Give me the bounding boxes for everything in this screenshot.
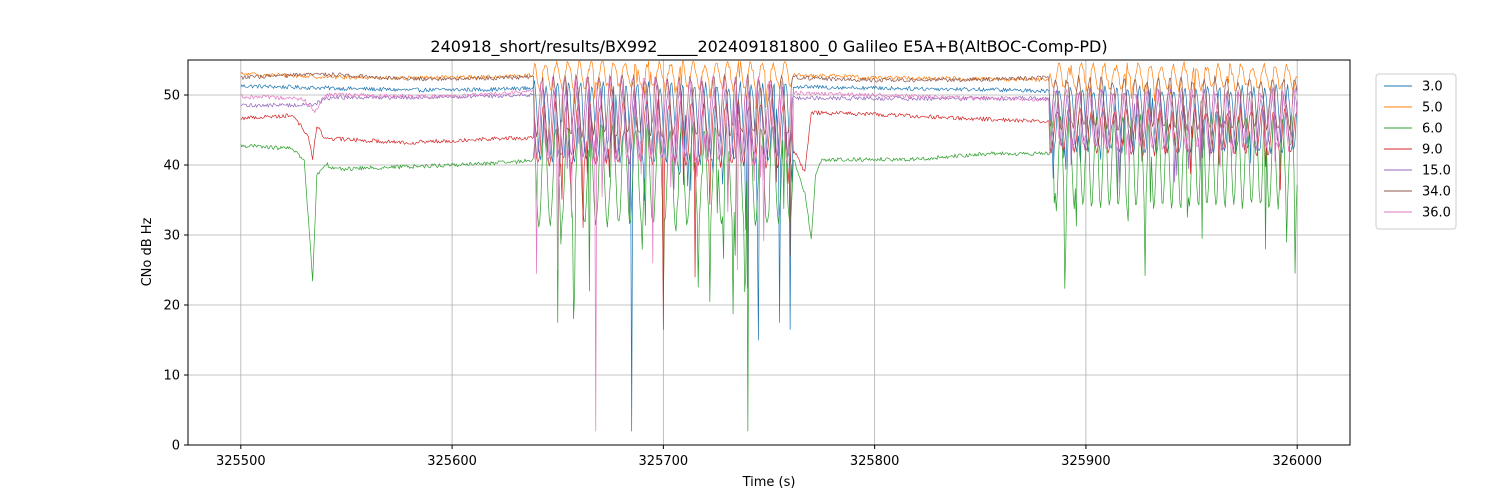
legend-label: 36.0 <box>1422 206 1451 221</box>
chart-title: 240918_short/results/BX992_____202409181… <box>430 37 1107 57</box>
ticks-layer: 325500 325600 325700 325800 325900 326000 0 10 2… <box>163 89 1322 470</box>
y-tick-label: 10 <box>163 369 180 384</box>
x-tick-label: 325800 <box>850 454 900 469</box>
x-tick-label: 325700 <box>639 454 689 469</box>
x-tick-label: 325500 <box>216 454 266 469</box>
x-tick-label: 325600 <box>427 454 477 469</box>
y-axis-label: CNo dB Hz <box>140 217 155 286</box>
y-tick-label: 20 <box>163 299 180 314</box>
series-line-9-0 <box>240 98 1298 330</box>
x-axis-label: Time (s) <box>742 475 796 490</box>
legend-label: 15.0 <box>1422 164 1451 179</box>
legend-label: 9.0 <box>1422 143 1443 158</box>
plot-background <box>188 60 1350 445</box>
legend-box <box>1375 73 1457 230</box>
series-layer <box>240 61 1298 432</box>
y-tick-label: 50 <box>163 89 180 104</box>
legend-label: 6.0 <box>1422 122 1443 137</box>
y-tick-label: 40 <box>163 159 180 174</box>
legend-label: 34.0 <box>1422 185 1451 200</box>
legend-label: 3.0 <box>1422 80 1443 95</box>
x-tick-label: 325900 <box>1061 454 1111 469</box>
legend-label: 5.0 <box>1422 101 1443 116</box>
series-line-15-0 <box>240 84 1298 288</box>
y-tick-label: 30 <box>163 229 180 244</box>
plot-frame <box>187 59 1351 446</box>
legend: 3.0 5.0 6.0 9.0 15.0 34.0 36.0 <box>1375 73 1457 230</box>
y-tick-label: 0 <box>172 439 180 454</box>
x-tick-label: 326000 <box>1272 454 1322 469</box>
series-line-36-0 <box>240 73 1298 432</box>
series-line-34-0 <box>240 72 1298 257</box>
